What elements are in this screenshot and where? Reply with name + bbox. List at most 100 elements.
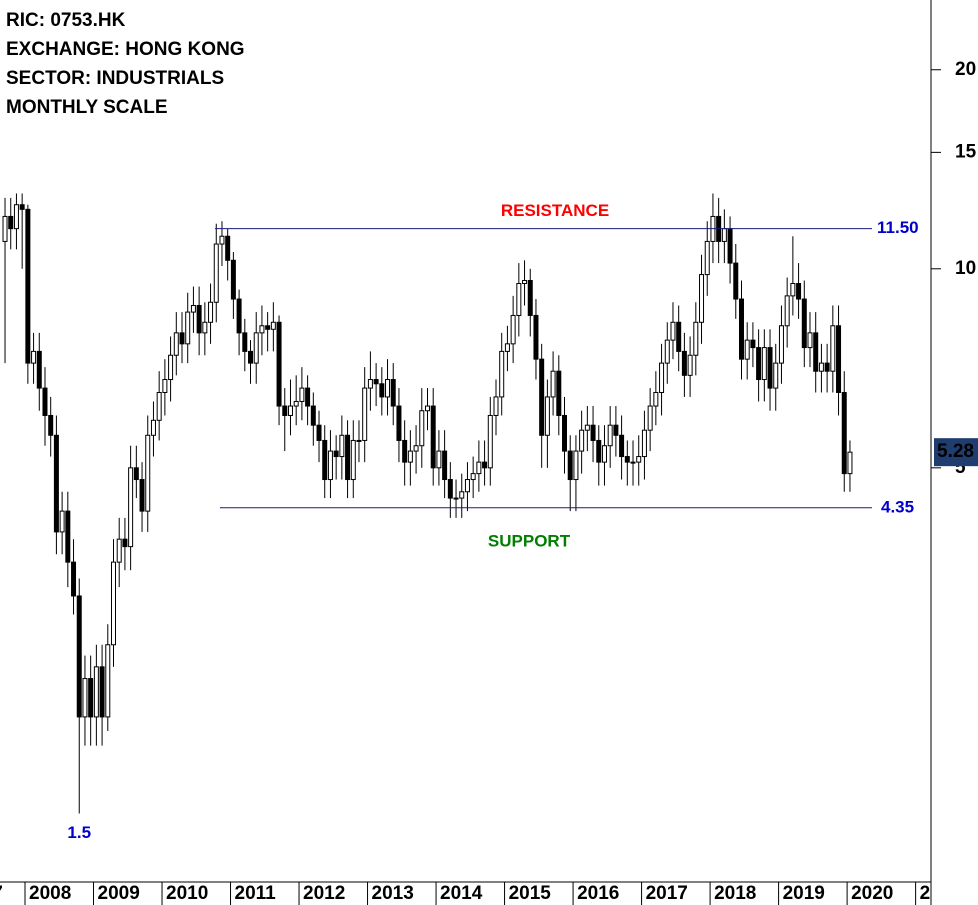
candle-body: [790, 283, 796, 297]
x-tick-label: 2020: [851, 883, 893, 904]
candle-body: [653, 391, 659, 407]
candle-body: [65, 510, 71, 563]
candle-body: [796, 283, 802, 300]
resistance-value: 11.50: [877, 218, 919, 237]
candle-body: [19, 204, 25, 210]
candle-body: [190, 304, 196, 313]
x-tick-label: 2021: [920, 883, 963, 904]
candle-body: [630, 461, 636, 464]
candle-body: [59, 510, 65, 533]
candle-body: [8, 215, 14, 230]
candle-body: [562, 414, 568, 452]
candle-body: [248, 350, 254, 364]
candle-body: [110, 561, 116, 646]
candle-body: [761, 347, 767, 381]
candle-body: [619, 434, 625, 458]
candle-body: [476, 461, 482, 475]
candle-body: [807, 332, 813, 349]
candle-body: [704, 240, 710, 276]
candle-body: [830, 325, 836, 372]
candle-body: [53, 434, 59, 533]
candle-body: [253, 332, 259, 364]
candle-body: [487, 414, 493, 469]
candle-body: [733, 262, 739, 300]
candle-body: [784, 295, 790, 327]
resistance-label: RESISTANCE: [501, 201, 609, 220]
candle-body: [299, 387, 305, 402]
candle-body: [305, 387, 311, 407]
candle-body: [624, 456, 630, 463]
candle-body: [516, 283, 522, 316]
x-tick-label: 2014: [440, 883, 483, 904]
candle-body: [168, 354, 174, 381]
candle-body: [133, 467, 139, 481]
candle-body: [744, 339, 750, 360]
candle-body: [345, 434, 351, 481]
candle-body: [579, 429, 585, 452]
candle-body: [453, 497, 459, 500]
candle-body: [259, 325, 265, 334]
candle-body: [813, 332, 819, 372]
candle-body: [310, 405, 316, 426]
candle-body: [767, 347, 773, 389]
candle-body: [482, 461, 488, 469]
candle-body: [202, 321, 208, 334]
candle-body: [316, 424, 322, 441]
candle-body: [327, 450, 333, 481]
candle-body: [242, 332, 248, 352]
candle-body: [333, 450, 339, 458]
candle-body: [836, 325, 842, 393]
candle-body: [13, 204, 19, 230]
candle-body: [841, 391, 847, 475]
candle-body: [162, 379, 168, 393]
candle-body: [756, 347, 762, 381]
candle-body: [99, 666, 105, 718]
candle-body: [116, 538, 122, 563]
candle-body: [676, 321, 682, 352]
candle-body: [287, 405, 293, 416]
candle-body: [208, 301, 214, 323]
candle-body: [402, 439, 408, 463]
candle-body: [584, 424, 590, 431]
candle-body: [225, 235, 231, 261]
candle-body: [681, 350, 687, 376]
low-label: 1.5: [67, 823, 91, 842]
candle-body: [699, 274, 705, 323]
candle-body: [567, 450, 573, 481]
candle-body: [464, 479, 470, 493]
candle-body: [173, 332, 179, 356]
candle-body: [390, 379, 396, 407]
candle-body: [641, 429, 647, 458]
candle-body: [339, 434, 345, 458]
candle-body: [430, 405, 436, 469]
candle-body: [219, 235, 225, 245]
candle-body: [145, 434, 151, 512]
candle-body: [236, 298, 242, 334]
candle-body: [31, 350, 37, 364]
candle-body: [493, 396, 499, 416]
candle-body: [156, 391, 162, 421]
y-tick-label: 5: [955, 457, 966, 478]
x-tick-label: 2009: [98, 883, 140, 904]
candle-body: [539, 358, 545, 436]
candle-body: [196, 304, 202, 334]
y-tick-label: 20: [955, 59, 976, 80]
candle-body: [510, 314, 516, 345]
header-line: RIC: 0753.HK: [6, 10, 126, 31]
header-line: EXCHANGE: HONG KONG: [6, 39, 245, 60]
x-tick-label: 2015: [509, 883, 552, 904]
candle-body: [459, 491, 465, 499]
support-label: SUPPORT: [488, 531, 571, 550]
header-line: SECTOR: INDUSTRIALS: [6, 68, 224, 89]
candle-body: [847, 451, 853, 475]
candle-body: [88, 678, 94, 718]
candle-body: [350, 439, 356, 481]
x-tick-label: 2018: [714, 883, 756, 904]
candle-body: [413, 445, 419, 452]
header-line: MONTHLY SCALE: [6, 97, 168, 118]
x-tick-label: 2019: [783, 883, 825, 904]
candle-body: [687, 354, 693, 376]
x-tick-label: 2013: [372, 883, 414, 904]
candle-body: [82, 678, 88, 718]
